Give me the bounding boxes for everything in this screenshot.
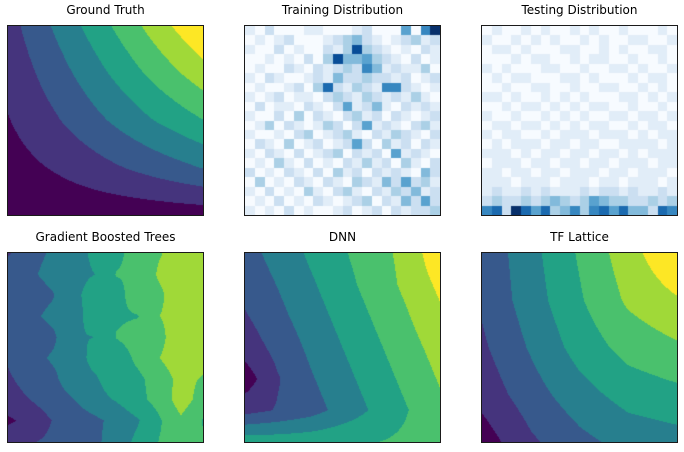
training-distribution-plot	[244, 25, 441, 216]
tf-lattice-title: TF Lattice	[550, 230, 609, 244]
dnn-title: DNN	[328, 230, 357, 244]
training-distribution-title: Training Distribution	[281, 3, 404, 17]
ground-truth-title: Ground Truth	[66, 3, 145, 17]
ground-truth-plot	[7, 25, 204, 216]
testing-distribution-title: Testing Distribution	[521, 3, 638, 17]
testing-distribution-plot	[481, 25, 678, 216]
gradient-boosted-trees-plot	[7, 252, 204, 443]
gradient-boosted-trees-title: Gradient Boosted Trees	[35, 230, 176, 244]
dnn-plot	[244, 252, 441, 443]
tf-lattice-plot	[481, 252, 678, 443]
